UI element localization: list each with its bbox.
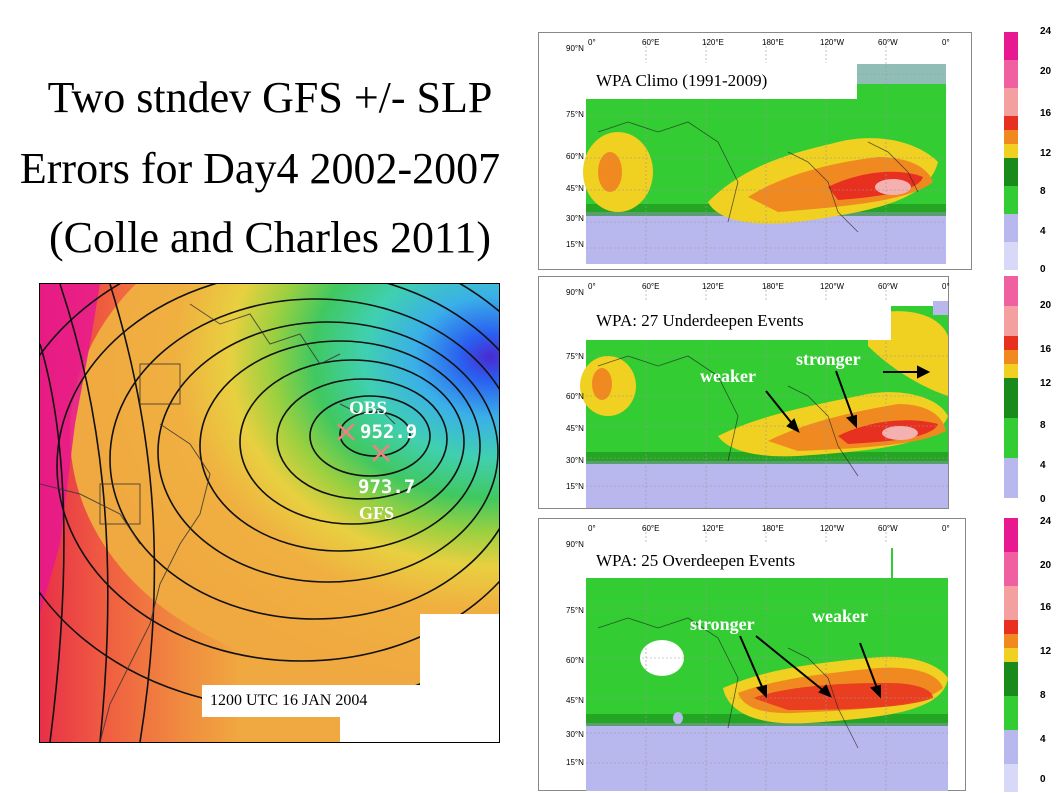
- slide-title-line-1: Two stndev GFS +/- SLP: [47, 73, 493, 122]
- lon-label: 180°E: [762, 524, 784, 533]
- colorbar-tick: 0: [1040, 264, 1046, 275]
- slide-title-line-3: (Colle and Charles 2011): [49, 213, 491, 262]
- lon-label: 120°W: [820, 38, 845, 47]
- lat-label: 60°N: [566, 152, 584, 161]
- gfs-label: GFS: [359, 503, 395, 523]
- lat-label: 45°N: [566, 184, 584, 193]
- annotation-weaker: weaker: [700, 366, 756, 386]
- colorbar-tick: 16: [1040, 344, 1052, 355]
- lon-label: 0°: [942, 524, 950, 533]
- lat-label: 75°N: [566, 352, 584, 361]
- colorbar-tick: 8: [1040, 420, 1046, 431]
- colorbar-tick: 16: [1040, 108, 1052, 119]
- slide-title-line-2: Errors for Day4 2002-2007: [19, 144, 501, 193]
- lat-label: 30°N: [566, 456, 584, 465]
- lon-label: 0°: [588, 38, 596, 47]
- panel-overdeepen-title: WPA: 25 Overdeepen Events: [585, 544, 891, 578]
- panel-overdeepen: [538, 518, 1058, 793]
- lon-label: 120°W: [820, 282, 845, 291]
- colorbar-tick: 8: [1040, 690, 1046, 701]
- panel-underdeepen-colorbar-ticks: 20 16 12 8 4 0: [1040, 300, 1058, 510]
- colorbar-tick: 16: [1040, 602, 1052, 613]
- lat-label: 15°N: [566, 758, 584, 767]
- lat-label: 90°N: [566, 540, 584, 549]
- panel-underdeepen-title: WPA: 27 Underdeepen Events: [585, 302, 891, 340]
- lat-label: 30°N: [566, 730, 584, 739]
- colorbar-tick: 8: [1040, 186, 1046, 197]
- overdeepen-colorbar: [1004, 518, 1018, 792]
- annotation-weaker: weaker: [812, 606, 868, 626]
- panel-overdeepen-lat-labels: 90°N 75°N 60°N 45°N 30°N 15°N: [566, 524, 592, 784]
- lon-label: 0°: [942, 282, 950, 291]
- underdeepen-colorbar: [1004, 276, 1018, 498]
- panel-climo-lat-labels: 90°N 75°N 60°N 45°N 30°N 15°N: [566, 38, 592, 258]
- lat-label: 45°N: [566, 696, 584, 705]
- panel-underdeepen-lat-labels: 90°N 75°N 60°N 45°N 30°N 15°N: [566, 282, 592, 502]
- storm-map-graphic: [40, 284, 499, 742]
- lon-label: 120°W: [820, 524, 845, 533]
- panel-climo-lon-labels: 0° 60°E 120°E 180°E 120°W 60°W 0°: [580, 38, 960, 52]
- panel-overdeepen-colorbar-ticks: 24 20 16 12 8 4 0: [1040, 512, 1058, 793]
- panel-underdeepen-lon-labels: 0° 60°E 120°E 180°E 120°W 60°W 0°: [580, 282, 960, 296]
- storm-slp-map: OBS 952.9 973.7 GFS 1200 UTC 16 JAN 2004: [39, 283, 500, 743]
- lat-label: 15°N: [566, 240, 584, 249]
- lon-label: 60°W: [878, 38, 898, 47]
- colorbar-tick: 4: [1040, 226, 1046, 237]
- overdeepen-map-graphic: [538, 518, 1018, 792]
- lat-label: 30°N: [566, 214, 584, 223]
- lon-label: 120°E: [702, 38, 724, 47]
- colorbar-tick: 4: [1040, 460, 1046, 471]
- lon-label: 180°E: [762, 282, 784, 291]
- panel-climo-colorbar-ticks: 24 20 16 12 8 4 0: [1040, 26, 1058, 276]
- annotation-stronger: stronger: [690, 614, 755, 634]
- colorbar-tick: 0: [1040, 494, 1046, 505]
- lon-label: 60°W: [878, 524, 898, 533]
- lon-label: 0°: [588, 282, 596, 291]
- lon-label: 120°E: [702, 524, 724, 533]
- lon-label: 60°E: [642, 282, 660, 291]
- lon-label: 120°E: [702, 282, 724, 291]
- colorbar-tick: 20: [1040, 300, 1052, 311]
- lon-label: 60°W: [878, 282, 898, 291]
- lon-label: 0°: [588, 524, 596, 533]
- obs-label: OBS: [349, 398, 388, 419]
- lat-label: 60°N: [566, 392, 584, 401]
- lat-label: 75°N: [566, 606, 584, 615]
- lon-label: 60°E: [642, 524, 660, 533]
- colorbar-tick: 12: [1040, 646, 1052, 657]
- colorbar-tick: 24: [1040, 26, 1052, 37]
- colorbar-tick: 12: [1040, 378, 1052, 389]
- colorbar-tick: 4: [1040, 734, 1046, 745]
- panel-overdeepen-lon-labels: 0° 60°E 120°E 180°E 120°W 60°W 0°: [580, 524, 960, 538]
- colorbar-tick: 24: [1040, 516, 1052, 527]
- lat-label: 90°N: [566, 288, 584, 297]
- colorbar-tick: 20: [1040, 560, 1052, 571]
- lon-label: 60°E: [642, 38, 660, 47]
- annotation-stronger: stronger: [796, 349, 861, 369]
- colorbar-tick: 20: [1040, 66, 1052, 77]
- panel-climo-title: WPA Climo (1991-2009): [585, 63, 857, 99]
- lat-label: 90°N: [566, 44, 584, 53]
- colorbar-tick: 0: [1040, 774, 1046, 785]
- lon-label: 0°: [942, 38, 950, 47]
- lat-label: 15°N: [566, 482, 584, 491]
- lon-label: 180°E: [762, 38, 784, 47]
- map-date-label: 1200 UTC 16 JAN 2004: [202, 685, 446, 717]
- gfs-pressure-value: 973.7: [358, 476, 416, 498]
- lat-label: 75°N: [566, 110, 584, 119]
- climo-colorbar: [1004, 32, 1018, 270]
- colorbar-tick: 12: [1040, 148, 1052, 159]
- lat-label: 45°N: [566, 424, 584, 433]
- lat-label: 60°N: [566, 656, 584, 665]
- obs-pressure-value: 952.9: [360, 421, 418, 443]
